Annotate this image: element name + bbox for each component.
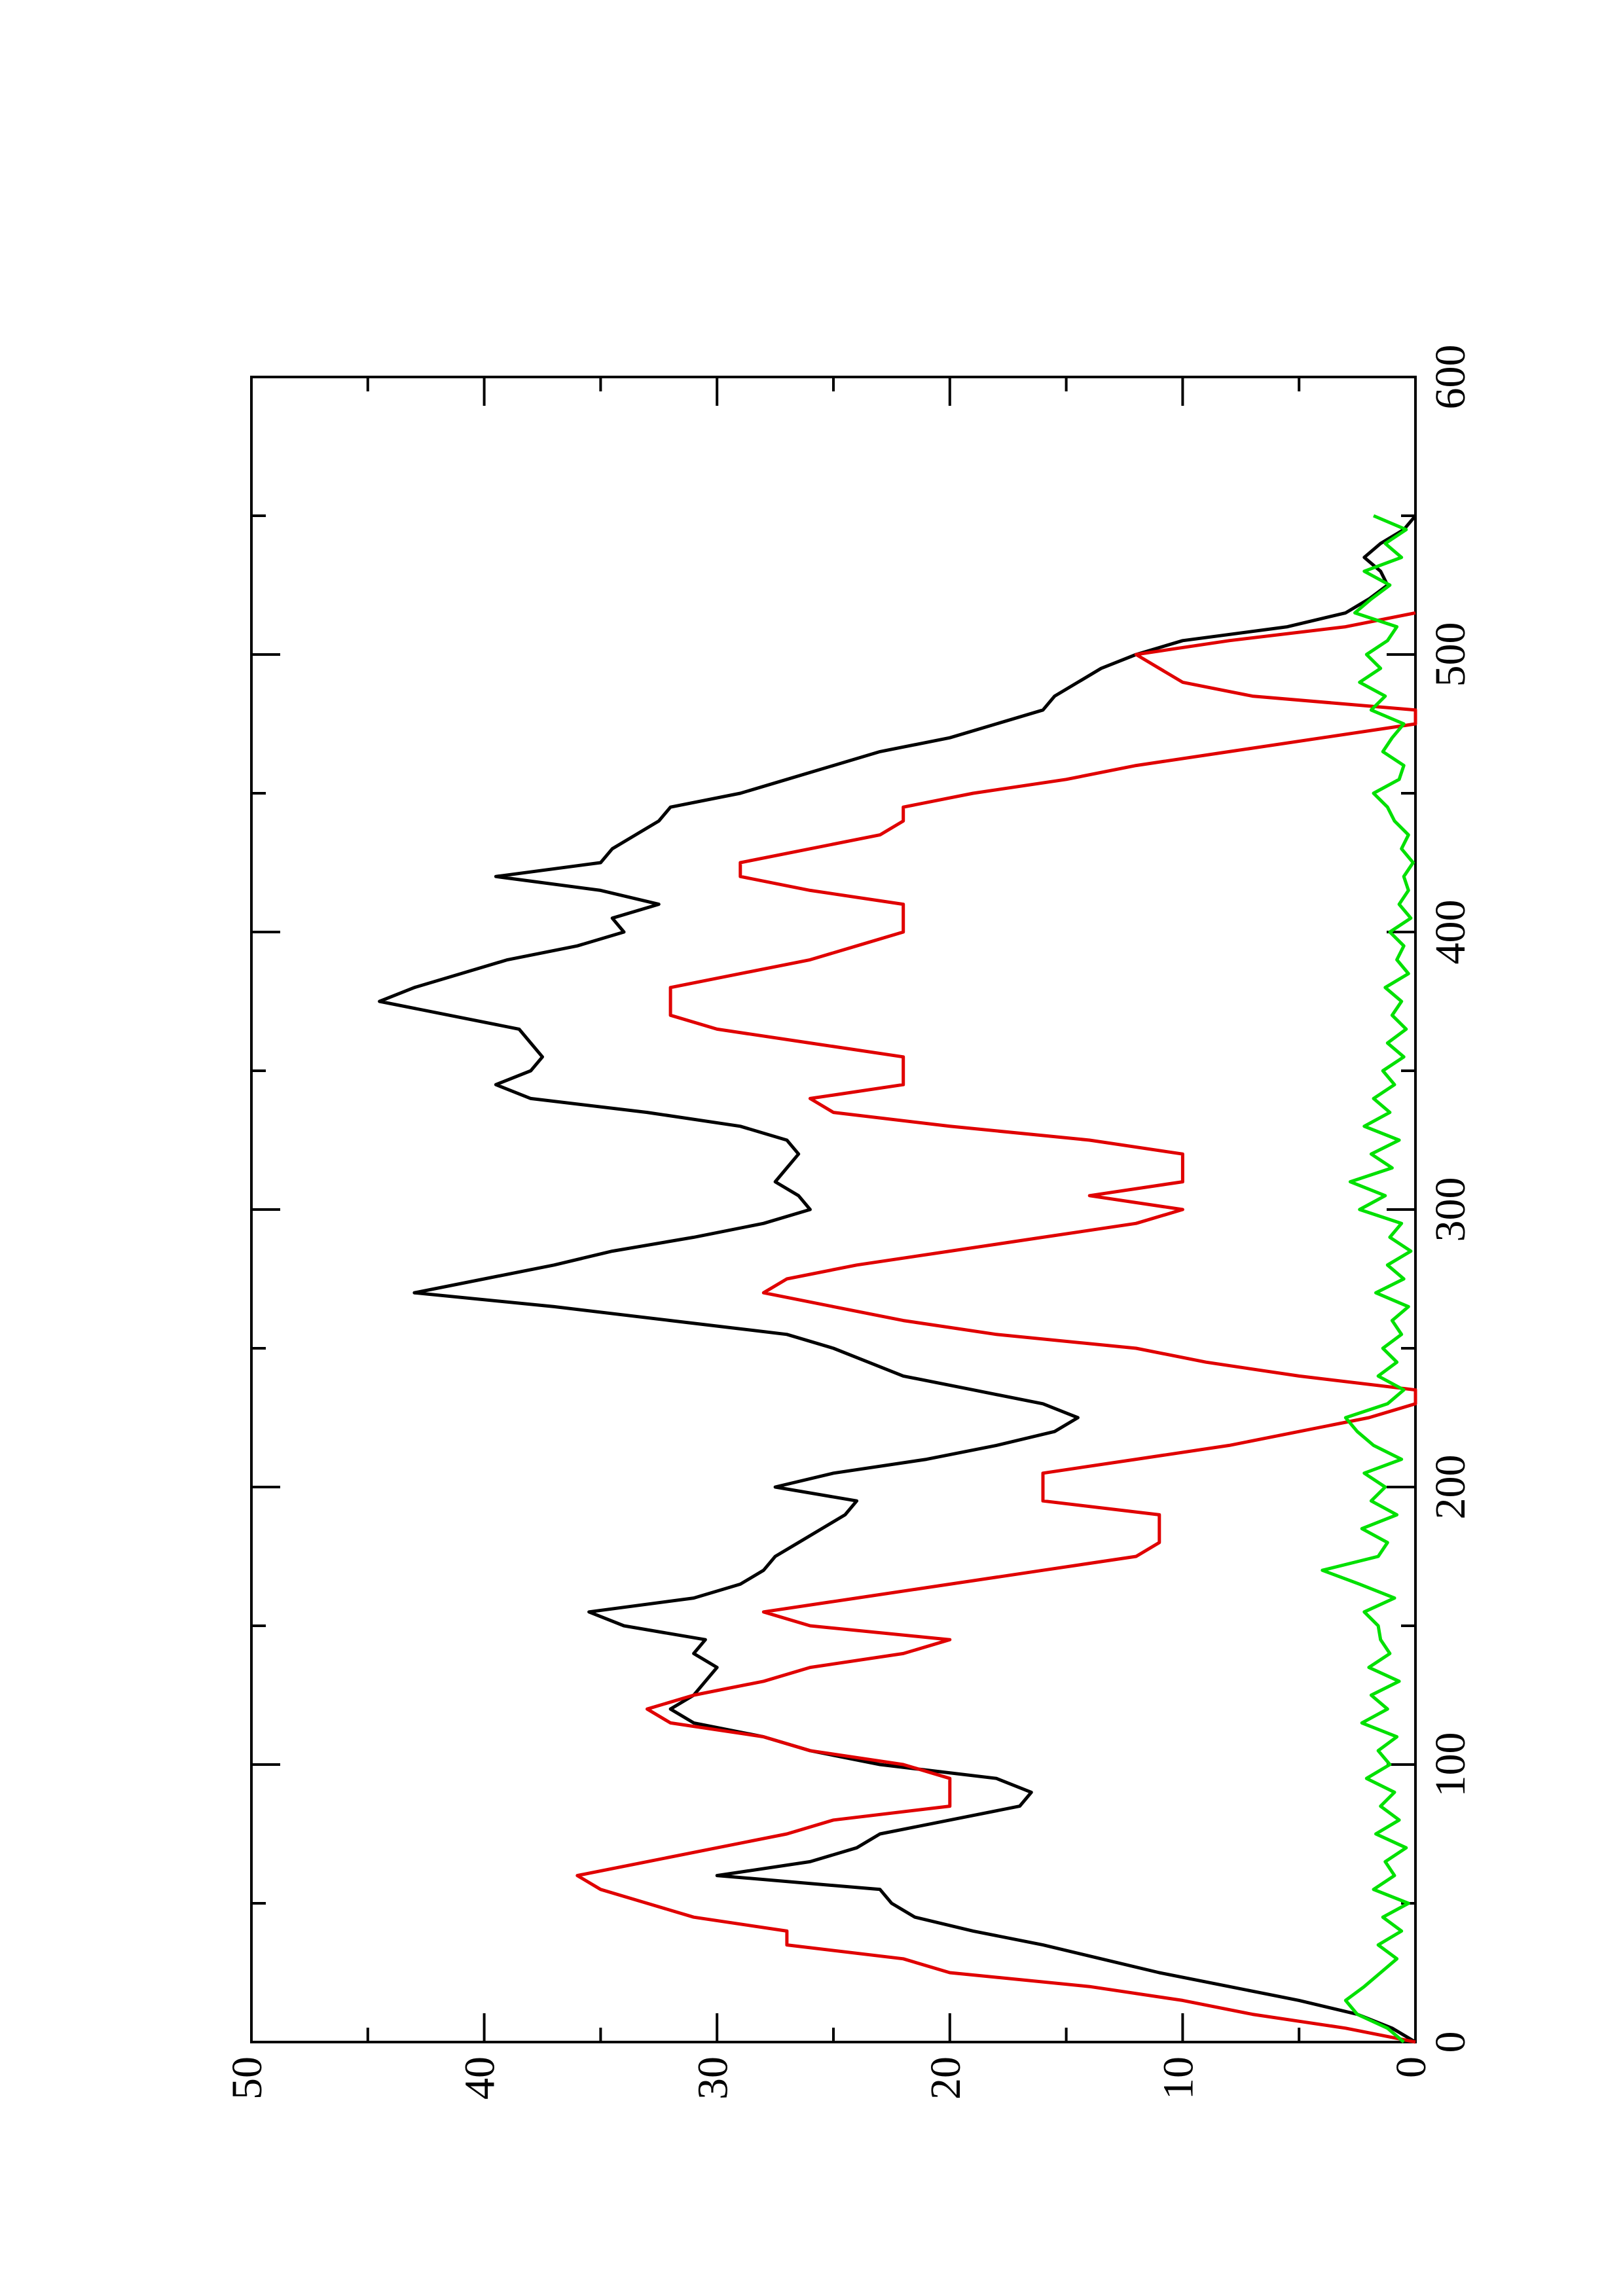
x-tick-label: 300 — [1427, 1177, 1474, 1242]
x-tick-label: 0 — [1427, 2032, 1474, 2053]
series-line — [1321, 514, 1415, 2043]
y-tick-label: 0 — [1387, 2056, 1435, 2078]
series-line — [575, 611, 1417, 2044]
y-tick-label: 40 — [456, 2056, 504, 2100]
x-tick-label: 100 — [1427, 1732, 1474, 1797]
y-tick-label: 10 — [1155, 2056, 1203, 2100]
x-tick-label: 200 — [1427, 1455, 1474, 1520]
y-tick-label: 30 — [689, 2056, 737, 2100]
y-tick-label: 20 — [922, 2056, 970, 2100]
plot-frame — [250, 376, 1417, 2043]
x-tick-label: 400 — [1427, 900, 1474, 965]
series-line — [378, 514, 1417, 2044]
plot-area: 0 100 200 300 400 500 600 0 10 20 30 40 50 — [223, 345, 1474, 2100]
x-tick-label: 600 — [1427, 345, 1474, 410]
x-tick-label: 500 — [1427, 622, 1474, 687]
y-tick-label: 50 — [223, 2056, 271, 2100]
